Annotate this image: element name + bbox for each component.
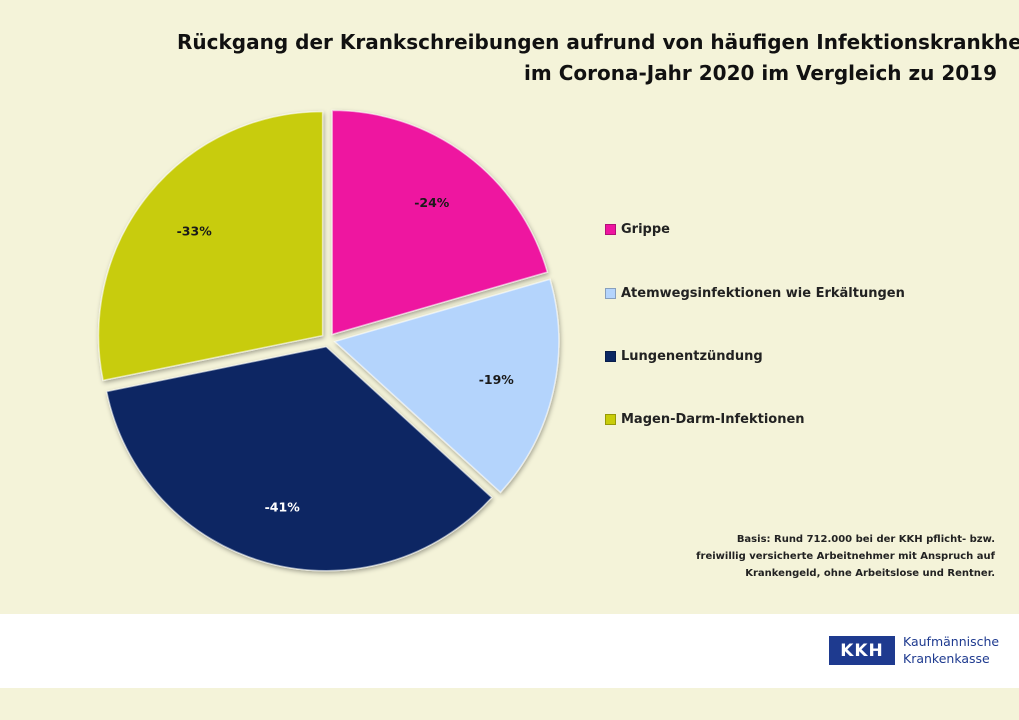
data-label-lungenentzuendung: -41% (265, 500, 301, 515)
legend-label-atemwegsinfektionen: Atemwegsinfektionen wie Erkältungen (621, 286, 905, 301)
pie-slice-lungenentzuendung (105, 345, 493, 572)
pie-slice-magen-darm (97, 110, 324, 382)
chart-title: Rückgang der Krankschreibungen aufrund v… (177, 27, 1019, 89)
data-label-magen-darm: -33% (177, 224, 213, 239)
legend-item-magen-darm: Magen-Darm-Infektionen (605, 412, 805, 427)
data-label-grippe: -24% (414, 195, 450, 210)
legend-item-grippe: Grippe (605, 222, 670, 237)
source-note: Basis: Rund 712.000 bei der KKH pflicht-… (635, 531, 995, 582)
pie-chart: -24% -19% -41% -33% (97, 109, 560, 572)
legend-swatch-magen-darm (605, 414, 616, 425)
pie-slice-atemwegsinfektionen (333, 278, 560, 494)
legend-label-lungenentzuendung: Lungenentzündung (621, 349, 763, 364)
legend-swatch-lungenentzuendung (605, 351, 616, 362)
kkh-logo-line-1: Kaufmännische (903, 634, 1000, 649)
kkh-logo-text: Kaufmännische Krankenkasse (903, 633, 999, 667)
legend-label-grippe: Grippe (621, 222, 670, 237)
chart-title-line-1: Rückgang der Krankschreibungen aufrund v… (177, 30, 1019, 54)
chart-title-line-2: im Corona-Jahr 2020 im Vergleich zu 2019 (524, 61, 997, 85)
source-note-line-2: freiwillig versicherte Arbeitnehmer mit … (696, 551, 995, 562)
pie-slice-grippe (331, 109, 549, 336)
kkh-logo-mark: KKH (829, 636, 895, 665)
kkh-logo-line-2: Krankenkasse (903, 651, 990, 666)
data-label-atemwegsinfektionen: -19% (479, 372, 515, 387)
source-note-line-3: Krankengeld, ohne Arbeitslose und Rentne… (745, 568, 995, 579)
source-note-line-1: Basis: Rund 712.000 bei der KKH pflicht-… (736, 534, 995, 545)
legend-swatch-grippe (605, 224, 616, 235)
legend-item-lungenentzuendung: Lungenentzündung (605, 349, 763, 364)
legend-swatch-atemwegsinfektionen (605, 288, 616, 299)
legend-item-atemwegsinfektionen: Atemwegsinfektionen wie Erkältungen (605, 286, 905, 301)
legend-label-magen-darm: Magen-Darm-Infektionen (621, 412, 805, 427)
